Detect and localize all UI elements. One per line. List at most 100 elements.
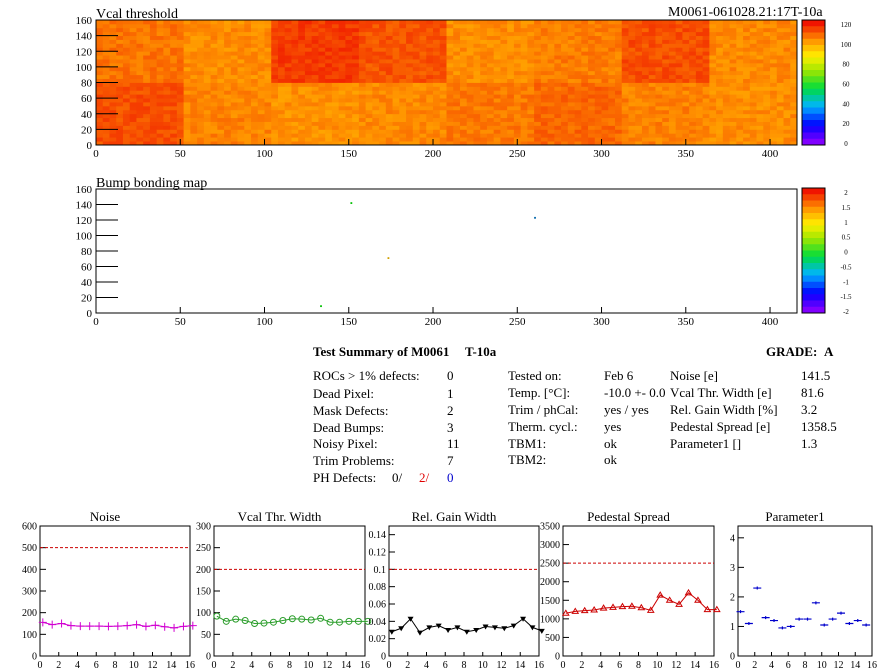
vcal-cell: [668, 105, 677, 111]
vcal-cell: [473, 43, 481, 48]
vcal-cell: [277, 133, 286, 138]
vcal-cell: [473, 129, 481, 134]
vcal-cell: [426, 78, 434, 83]
vcal-cell: [561, 113, 569, 119]
vcal-cell: [237, 98, 245, 103]
vcal-cell: [756, 137, 764, 142]
vcal-cell: [459, 94, 468, 99]
vcal-cell: [554, 82, 562, 87]
vcal-cell: [561, 117, 569, 122]
vcal-cell: [412, 35, 420, 40]
vcal-cell: [116, 78, 124, 83]
vcal-cell: [392, 137, 400, 142]
vcal-cell: [257, 74, 265, 79]
vcal-cell: [412, 86, 420, 91]
vcal-cell: [129, 137, 137, 142]
vcal-cell: [689, 90, 697, 95]
vcal-cell: [507, 102, 515, 107]
vcal-cell: [500, 39, 508, 44]
vcal-cell: [547, 39, 555, 44]
roc-plot-point: [95, 622, 104, 631]
vcal-cell: [399, 133, 407, 138]
vcal-cell: [325, 31, 333, 37]
vcal-cell: [372, 78, 380, 83]
vcal-cell: [163, 98, 171, 103]
vcal-cell: [601, 51, 609, 56]
vcal-cell: [756, 51, 764, 56]
vcal-cell: [264, 47, 272, 52]
vcal-cell: [662, 31, 670, 37]
vcal-cell: [116, 51, 124, 56]
vcal-cell: [291, 121, 299, 126]
vcal-cell: [318, 20, 326, 25]
vcal-cell: [743, 90, 751, 95]
vcal-cell: [325, 121, 333, 126]
vcal-cell: [534, 82, 542, 87]
vcal-cell: [217, 141, 225, 146]
roc-plot-xtick-label: 0: [736, 660, 741, 671]
vcal-cell: [277, 129, 286, 134]
vcal-cell: [116, 105, 124, 111]
vcal-cell: [527, 133, 535, 138]
vcal-cell: [716, 35, 724, 40]
vcal-cell: [473, 55, 481, 60]
vcal-cell: [143, 39, 151, 44]
vcal-palette-swatch: [802, 113, 825, 121]
vcal-cell: [682, 59, 690, 64]
vcal-cell: [190, 141, 198, 146]
vcal-cell: [466, 55, 474, 60]
vcal-cell: [581, 59, 589, 64]
vcal-cell: [210, 82, 218, 87]
vcal-cell: [621, 35, 629, 40]
vcal-cell: [136, 20, 144, 25]
vcal-cell: [433, 35, 441, 40]
vcal-cell: [176, 113, 185, 119]
vcal-cell: [459, 78, 468, 83]
vcal-cell: [567, 105, 575, 111]
vcal-cell: [662, 141, 670, 146]
vcal-cell: [352, 62, 360, 68]
vcal-cell: [527, 43, 535, 48]
vcal-cell: [540, 90, 549, 95]
bump-palette-swatch: [802, 294, 825, 301]
vcal-palette-swatch: [802, 26, 825, 33]
vcal-cell: [163, 59, 171, 64]
roc-plot-point: [803, 617, 812, 621]
vcal-cell: [217, 39, 225, 44]
roc-plot-point: [435, 623, 442, 629]
vcal-cell: [419, 90, 427, 95]
roc-plot-ytick-label: 100: [196, 608, 211, 619]
vcal-cell: [615, 141, 623, 146]
vcal-cell: [352, 20, 360, 25]
vcal-cell: [493, 121, 501, 126]
vcal-cell: [729, 78, 737, 83]
vcal-cell: [621, 20, 629, 25]
roc-plot-ytick-label: 1: [730, 622, 735, 633]
vcal-cell: [372, 129, 380, 134]
vcal-cell: [251, 109, 259, 115]
vcal-cell: [453, 43, 461, 48]
vcal-cell: [776, 47, 784, 52]
vcal-cell: [615, 125, 623, 130]
vcal-cell: [722, 121, 730, 126]
vcal-cell: [648, 133, 656, 138]
vcal-cell: [588, 117, 596, 122]
vcal-cell: [486, 27, 495, 33]
vcal-cell: [217, 102, 225, 107]
vcal-cell: [170, 121, 178, 126]
vcal-cell: [453, 59, 461, 64]
vcal-cell: [567, 31, 575, 37]
vcal-cell: [365, 82, 373, 87]
roc-plot-xtick-label: 16: [360, 660, 370, 671]
vcal-cell: [345, 55, 353, 60]
vcal-cell: [304, 125, 313, 130]
vcal-cell: [237, 94, 245, 99]
vcal-cell: [392, 39, 400, 44]
vcal-cell: [102, 86, 110, 91]
roc-plot-xtick-label: 12: [671, 660, 681, 671]
vcal-cell: [257, 94, 265, 99]
vcal-cell: [156, 20, 164, 25]
vcal-cell: [486, 133, 495, 138]
vcal-cell: [122, 117, 131, 122]
vcal-cell: [426, 31, 434, 37]
